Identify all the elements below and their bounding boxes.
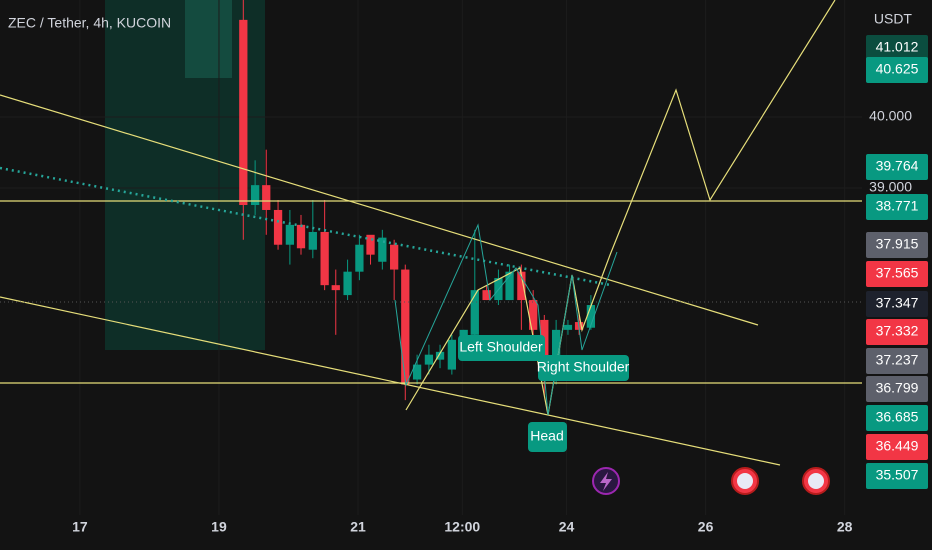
candle-body xyxy=(390,244,399,270)
candle-body xyxy=(470,290,479,335)
candle-body xyxy=(505,271,514,301)
price-badge xyxy=(866,232,928,258)
candle-body xyxy=(447,339,456,370)
price-badge xyxy=(866,154,928,180)
price-badge-label: 37.915 xyxy=(876,236,919,252)
price-badge-label: 37.237 xyxy=(876,352,919,368)
candle-body xyxy=(285,224,295,245)
candle-body xyxy=(401,269,410,385)
chart-title: ZEC / Tether, 4h, KUCOIN xyxy=(8,15,171,31)
dotted-trendline xyxy=(0,166,611,287)
candle-body xyxy=(262,185,271,210)
position-target xyxy=(185,0,232,78)
annotation-box xyxy=(458,335,545,361)
projection-path xyxy=(405,0,836,416)
annotation-box xyxy=(538,355,629,381)
candle-body xyxy=(563,324,573,330)
y-tick-label: 39.000 xyxy=(869,179,912,195)
candle-body xyxy=(366,234,375,255)
trendline xyxy=(0,94,759,326)
price-badge xyxy=(866,57,928,83)
trendline xyxy=(0,296,781,466)
price-badge-label: 35.507 xyxy=(876,467,919,483)
flag-icon xyxy=(808,473,824,489)
price-badge xyxy=(866,376,928,402)
currency-label: USDT xyxy=(874,11,913,27)
x-tick-label: 24 xyxy=(559,519,575,535)
price-badge xyxy=(866,291,928,317)
y-tick-label: 40.000 xyxy=(869,108,912,124)
annotation-box xyxy=(528,422,567,452)
price-badge xyxy=(866,261,928,287)
annotation: Left Shoulder xyxy=(459,339,543,355)
flag-icon xyxy=(737,473,753,489)
price-badge xyxy=(866,35,928,61)
price-badge-label: 37.347 xyxy=(876,295,919,311)
x-tick-label: 26 xyxy=(698,519,714,535)
price-badge-label: 37.565 xyxy=(876,265,919,281)
candle-body xyxy=(482,290,491,301)
candle-body xyxy=(435,351,445,360)
x-tick-label: 19 xyxy=(211,519,227,535)
candle-body xyxy=(517,271,526,301)
lightning-icon xyxy=(600,472,612,491)
annotation: Head xyxy=(530,428,563,444)
candle-body xyxy=(250,185,260,206)
price-badge-label: 36.449 xyxy=(876,438,919,454)
candle-body xyxy=(343,271,352,296)
price-badge xyxy=(866,405,928,431)
candle-body xyxy=(529,300,538,330)
candle-body xyxy=(296,224,306,249)
price-badge xyxy=(866,434,928,460)
candle-body xyxy=(586,305,596,328)
x-tick-label: 12:00 xyxy=(444,519,480,535)
price-badge-label: 39.764 xyxy=(876,158,919,174)
price-badge-label: 36.799 xyxy=(876,380,919,396)
candle-body xyxy=(459,329,468,340)
candle-body xyxy=(424,354,434,365)
candle-body xyxy=(308,231,317,250)
price-badge-label: 37.332 xyxy=(876,323,919,339)
candle-body xyxy=(239,19,248,206)
candle-body xyxy=(320,231,329,286)
price-badge-label: 38.771 xyxy=(876,198,919,214)
candle-body xyxy=(355,244,364,272)
price-badge xyxy=(866,319,928,345)
candle-body xyxy=(331,285,340,291)
price-badge-label: 40.625 xyxy=(876,61,919,77)
candle-body xyxy=(412,364,422,380)
annotation: Right Shoulder xyxy=(537,359,630,375)
price-badge xyxy=(866,194,928,220)
price-badge xyxy=(866,463,928,489)
x-tick-label: 21 xyxy=(350,519,366,535)
candles xyxy=(239,0,596,401)
price-badge-label: 41.012 xyxy=(876,39,919,55)
price-badge-label: 36.685 xyxy=(876,409,919,425)
price-badge xyxy=(866,348,928,374)
candle-body xyxy=(378,237,387,262)
pattern-path xyxy=(394,223,618,416)
candle-body xyxy=(273,209,283,245)
candle-body xyxy=(551,329,561,380)
x-tick-label: 17 xyxy=(72,519,88,535)
x-tick-label: 28 xyxy=(837,519,853,535)
